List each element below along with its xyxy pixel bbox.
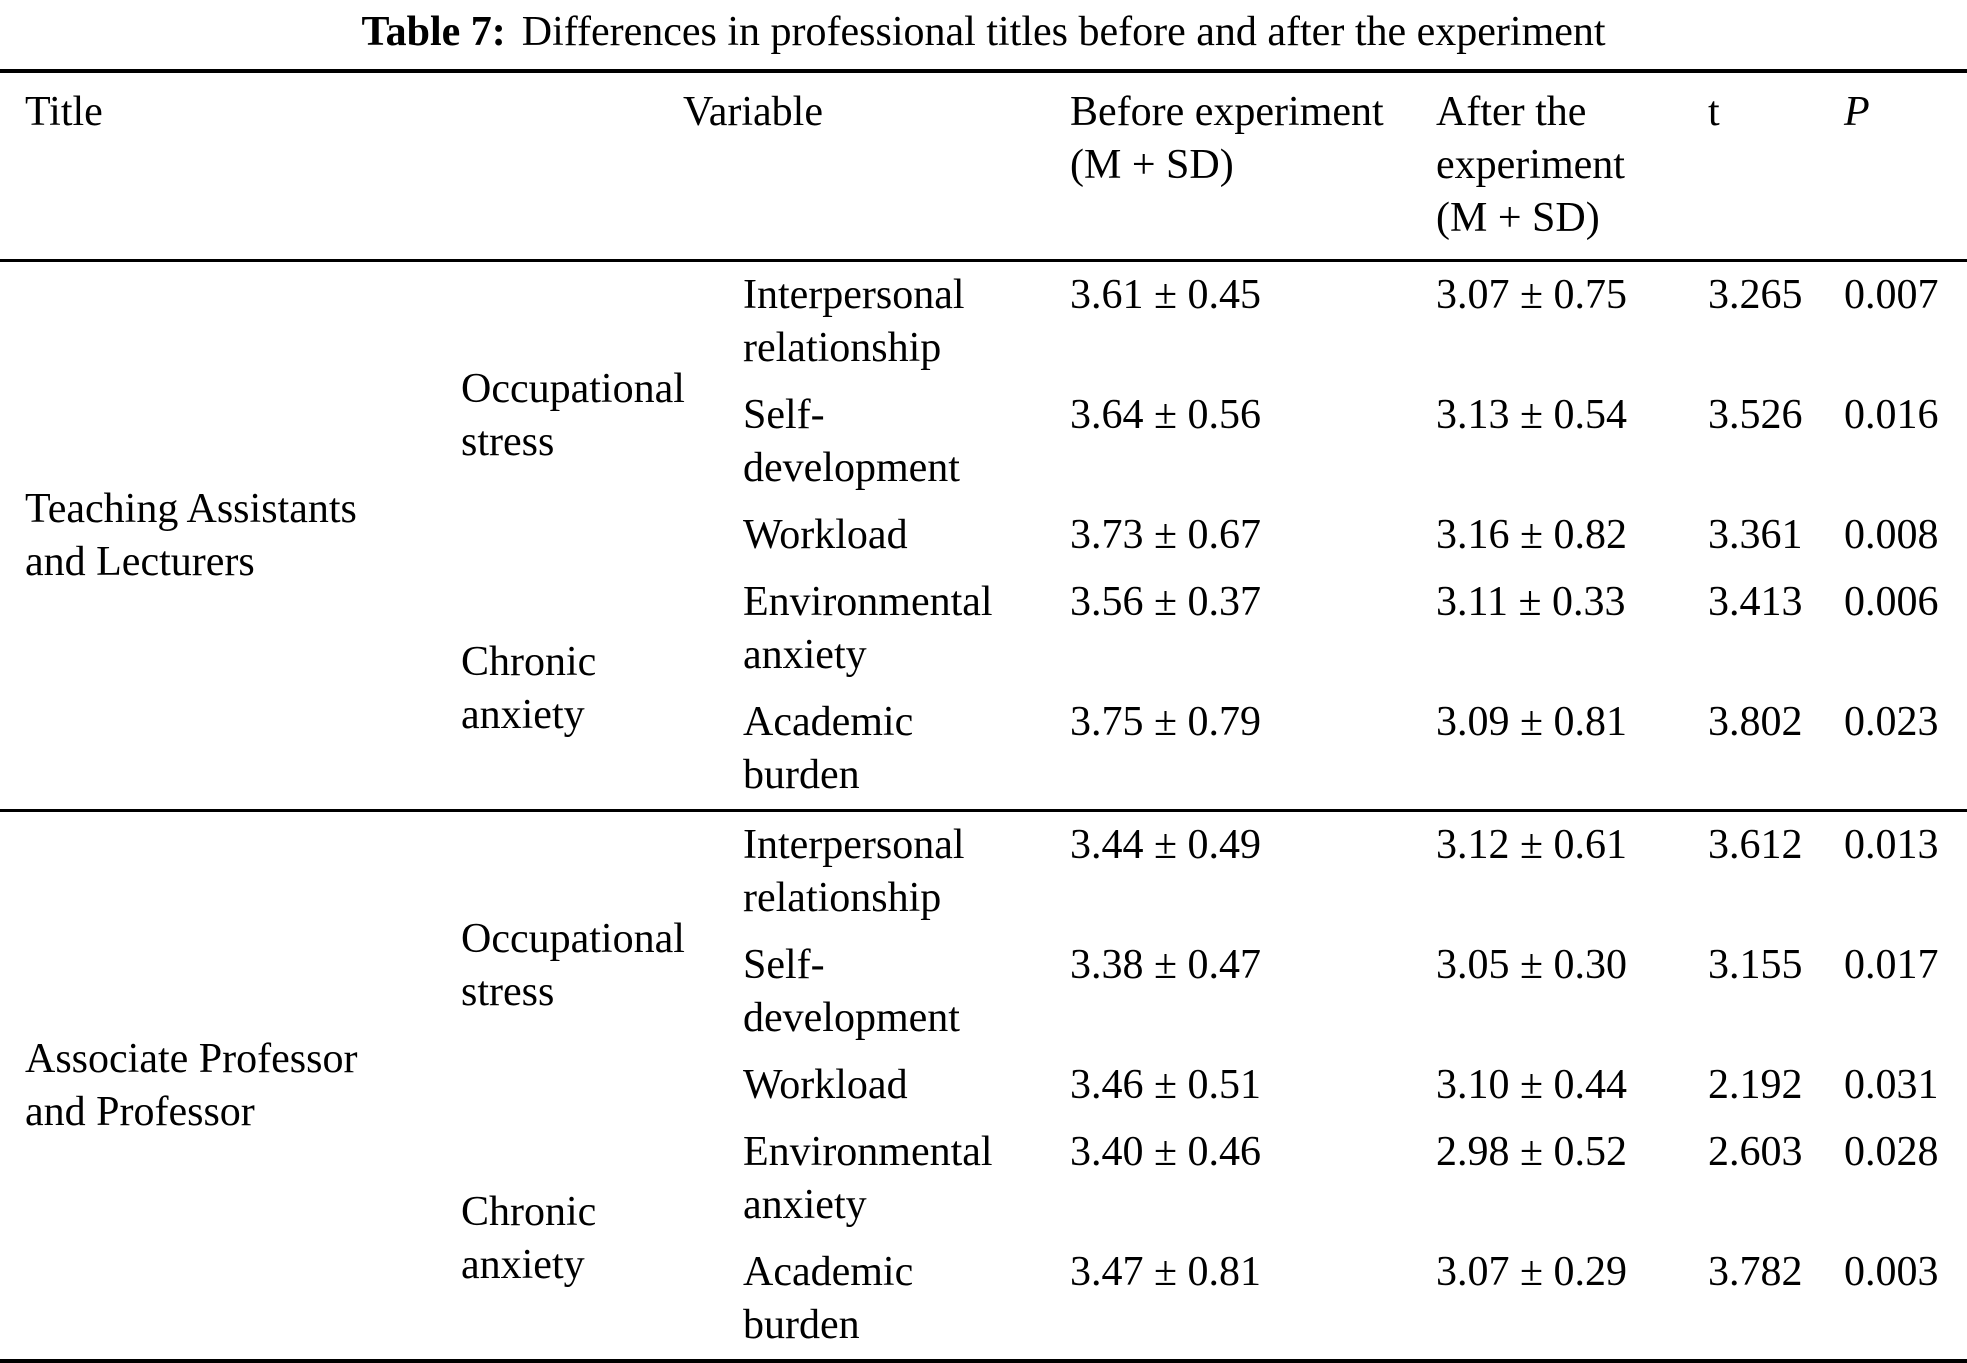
before-value: 3.56 ± 0.37	[1070, 579, 1262, 625]
t-value: 2.603	[1708, 1129, 1803, 1175]
group-title-cell: Teaching Assistants and Lecturers	[25, 485, 357, 585]
p-value: 0.031	[1844, 1062, 1939, 1108]
after-value: 3.07 ± 0.29	[1436, 1249, 1628, 1295]
subgroup-cell: Chronic anxiety	[461, 1189, 597, 1288]
after-value: 3.07 ± 0.75	[1436, 272, 1628, 318]
group-title-cell: Associate Professor and Professor	[25, 1035, 358, 1135]
table-row: Workload 3.73 ± 0.67 3.16 ± 0.82 3.361 0…	[0, 502, 1967, 569]
table-row: Academic burden 3.47 ± 0.81 3.07 ± 0.29 …	[0, 1239, 1967, 1361]
after-value: 3.12 ± 0.61	[1436, 822, 1628, 868]
column-header-title: Title	[25, 89, 103, 135]
after-value: 3.05 ± 0.30	[1436, 942, 1628, 988]
variable-cell: Workload	[743, 1062, 908, 1108]
variable-cell: Academic burden	[743, 699, 914, 798]
t-value: 2.192	[1708, 1062, 1803, 1108]
t-value: 3.413	[1708, 579, 1803, 625]
t-value: 3.612	[1708, 822, 1803, 868]
variable-cell: Academic burden	[743, 1249, 914, 1348]
subgroup-cell: Chronic anxiety	[461, 639, 597, 738]
column-header-variable: Variable	[683, 89, 823, 135]
variable-cell: Environmental anxiety	[743, 1129, 993, 1228]
before-value: 3.47 ± 0.81	[1070, 1249, 1262, 1295]
t-value: 3.155	[1708, 942, 1803, 988]
before-value: 3.46 ± 0.51	[1070, 1062, 1262, 1108]
t-value: 3.361	[1708, 512, 1803, 558]
p-value: 0.007	[1844, 272, 1939, 318]
subgroup-cell: Occupational stress	[461, 365, 685, 465]
table-row: Self-development 3.38 ± 0.47 3.05 ± 0.30…	[0, 932, 1967, 1052]
variable-cell: Interpersonal relationship	[743, 822, 965, 921]
variable-cell: Self-development	[743, 392, 960, 491]
group-teaching-assistants: Teaching Assistants and Lecturers Occupa…	[0, 261, 1967, 811]
p-value: 0.003	[1844, 1249, 1939, 1295]
variable-cell: Workload	[743, 512, 908, 558]
after-value: 3.11 ± 0.33	[1436, 579, 1626, 625]
table-row: Associate Professor and Professor Occupa…	[0, 811, 1967, 1135]
after-value: 3.09 ± 0.81	[1436, 699, 1628, 745]
before-value: 3.40 ± 0.46	[1070, 1129, 1262, 1175]
table-row: Chronic anxiety Environmental anxiety 3.…	[0, 569, 1967, 738]
results-table: Title Variable Before experiment (M + SD…	[0, 69, 1967, 1363]
p-value: 0.028	[1844, 1129, 1939, 1175]
variable-cell: Environmental anxiety	[743, 579, 993, 678]
table-row: Teaching Assistants and Lecturers Occupa…	[0, 261, 1967, 585]
table-header: Title Variable Before experiment (M + SD…	[0, 71, 1967, 261]
after-value: 3.16 ± 0.82	[1436, 512, 1628, 558]
table-caption-number: Table 7:	[361, 9, 506, 55]
table-caption-text: Differences in professional titles befor…	[521, 9, 1606, 55]
variable-cell: Self-development	[743, 942, 960, 1041]
variable-cell: Interpersonal relationship	[743, 272, 965, 371]
p-value: 0.016	[1844, 392, 1939, 438]
group-associate-professors: Associate Professor and Professor Occupa…	[0, 811, 1967, 1362]
t-value: 3.526	[1708, 392, 1803, 438]
table-row: Academic burden 3.75 ± 0.79 3.09 ± 0.81 …	[0, 689, 1967, 811]
column-header-p: P	[1844, 89, 1870, 135]
t-value: 3.265	[1708, 272, 1803, 318]
before-value: 3.61 ± 0.45	[1070, 272, 1262, 318]
column-header-after: After the experiment (M + SD)	[1436, 89, 1625, 241]
p-value: 0.008	[1844, 512, 1939, 558]
p-value: 0.013	[1844, 822, 1939, 868]
column-header-t: t	[1708, 89, 1720, 135]
before-value: 3.75 ± 0.79	[1070, 699, 1262, 745]
t-value: 3.782	[1708, 1249, 1803, 1295]
table-row: Workload 3.46 ± 0.51 3.10 ± 0.44 2.192 0…	[0, 1052, 1967, 1119]
header-row: Title Variable Before experiment (M + SD…	[0, 71, 1967, 261]
after-value: 3.13 ± 0.54	[1436, 392, 1628, 438]
t-value: 3.802	[1708, 699, 1803, 745]
column-header-before: Before experiment (M + SD)	[1070, 89, 1384, 188]
before-value: 3.44 ± 0.49	[1070, 822, 1262, 868]
p-value: 0.006	[1844, 579, 1939, 625]
p-value: 0.017	[1844, 942, 1939, 988]
before-value: 3.38 ± 0.47	[1070, 942, 1262, 988]
p-value: 0.023	[1844, 699, 1939, 745]
after-value: 3.10 ± 0.44	[1436, 1062, 1628, 1108]
subgroup-cell: Occupational stress	[461, 915, 685, 1015]
table-row: Self-development 3.64 ± 0.56 3.13 ± 0.54…	[0, 382, 1967, 502]
before-value: 3.73 ± 0.67	[1070, 512, 1262, 558]
table-caption: Table 7: Differences in professional titl…	[0, 0, 1967, 69]
table-row: Chronic anxiety Environmental anxiety 3.…	[0, 1119, 1967, 1288]
before-value: 3.64 ± 0.56	[1070, 392, 1262, 438]
after-value: 2.98 ± 0.52	[1436, 1129, 1628, 1175]
